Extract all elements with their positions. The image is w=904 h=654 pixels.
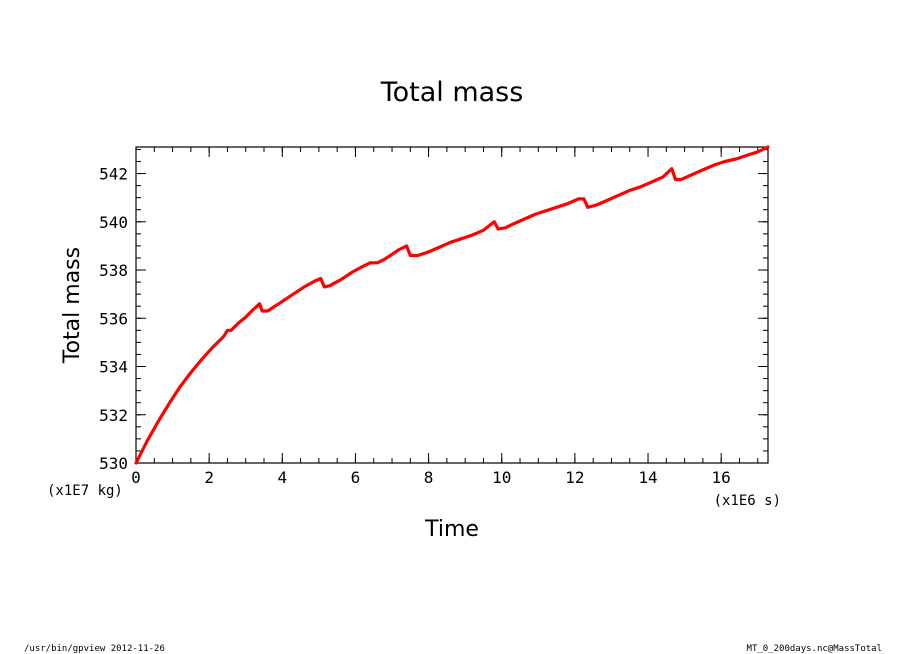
y-unit-label: (x1E7 kg) [47, 483, 123, 499]
x-tick-label: 12 [565, 468, 584, 487]
axis-ticks [135, 147, 768, 464]
x-tick-label: 6 [351, 468, 361, 487]
series-line-total-mass [134, 145, 770, 465]
x-axis-label: Time [424, 517, 479, 542]
plot-frame [135, 146, 769, 464]
x-tick-label: 2 [204, 468, 214, 487]
x-unit-label: (x1E6 s) [714, 493, 781, 509]
y-tick-label: 540 [99, 213, 128, 232]
x-tick-label: 4 [277, 468, 287, 487]
y-tick-label: 536 [99, 309, 128, 328]
y-tick-label: 532 [99, 406, 128, 425]
y-tick-label: 534 [99, 358, 128, 377]
y-tick-label: 538 [99, 261, 128, 280]
x-tick-label: 0 [131, 468, 141, 487]
footer-left: /usr/bin/gpview 2012-11-26 [24, 644, 165, 654]
footer-right: MT_0_200days.nc@MassTotal [747, 644, 882, 654]
x-tick-label: 16 [712, 468, 731, 487]
y-tick-label: 530 [99, 454, 128, 473]
y-axis-label: Total mass [60, 247, 85, 364]
y-tick-label: 542 [99, 165, 128, 184]
tick-labels: 0 2 4 6 8 10 12 14 16 530 532 534 536 538 540 542 [99, 165, 731, 487]
x-tick-label: 14 [638, 468, 657, 487]
x-tick-label: 10 [492, 468, 511, 487]
chart-title: Total mass [380, 77, 524, 108]
x-tick-label: 8 [424, 468, 434, 487]
